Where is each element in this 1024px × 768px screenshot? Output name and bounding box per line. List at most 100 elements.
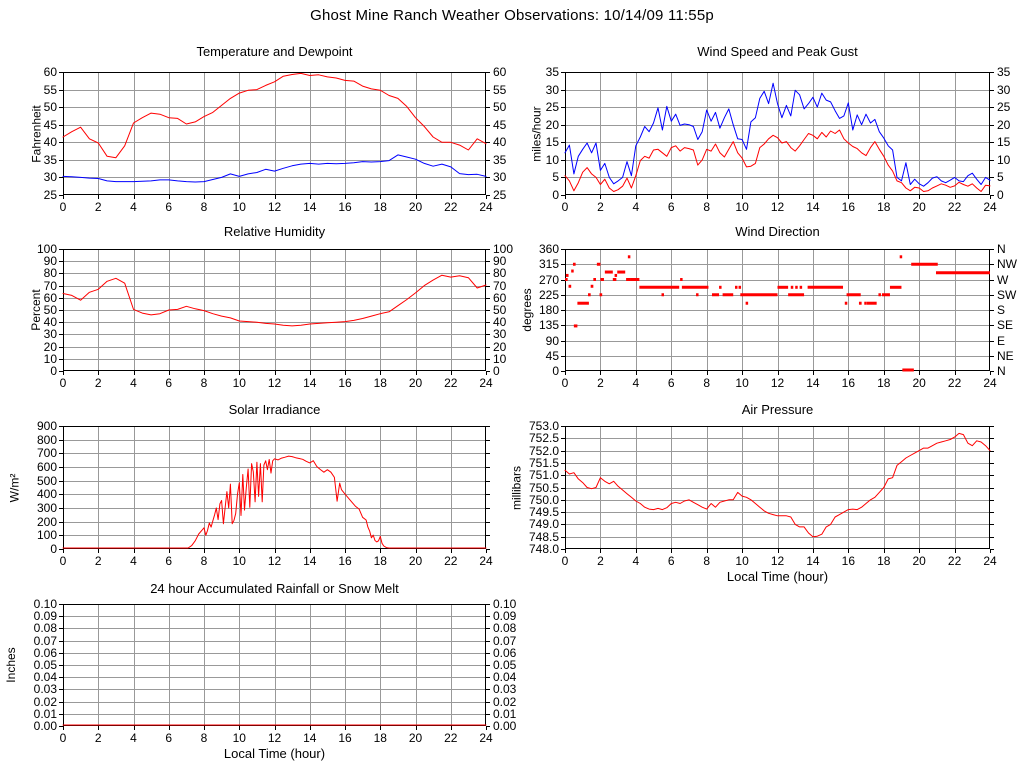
right-tick-label: NW: [997, 257, 1017, 272]
right-tick-label: SE: [997, 318, 1014, 333]
chart-title: Solar Irradiance: [228, 402, 321, 417]
y-tick-label: 0.08: [33, 621, 57, 636]
y-tick-label: 0.10: [33, 597, 57, 611]
y-tick-label: 225: [538, 287, 559, 302]
y-tick-label: 45: [545, 348, 559, 363]
x-tick-label: 14: [806, 554, 820, 568]
x-tick-label: 16: [338, 554, 352, 568]
right-tick-label: 0.09: [493, 609, 517, 624]
right-tick-label: 50: [493, 100, 507, 115]
x-tick-label: 18: [877, 200, 891, 214]
wind-direction-plot: [561, 249, 994, 375]
x-tick-label: 14: [303, 554, 317, 568]
right-tick-label: SW: [997, 287, 1017, 302]
y-tick-label: 50: [43, 100, 57, 115]
y-tick-label: 70: [43, 278, 57, 293]
x-tick-label: 0: [59, 376, 67, 390]
chart-title: Temperature and Dewpoint: [196, 44, 353, 59]
chart-title: Wind Direction: [735, 224, 820, 239]
x-tick-label: 22: [444, 554, 458, 568]
y-tick-label: 30: [43, 327, 57, 342]
y-tick-label: 0: [552, 364, 559, 378]
x-tick-label: 6: [165, 554, 173, 568]
x-tick-label: 20: [408, 200, 423, 214]
x-tick-label: 10: [735, 376, 749, 390]
x-tick-label: 20: [408, 376, 423, 390]
x-tick-label: 22: [444, 731, 458, 745]
x-tick-label: 22: [947, 376, 962, 390]
chart-title: 24 hour Accumulated Rainfall or Snow Mel…: [150, 581, 399, 596]
right-tick-label: 0.00: [493, 719, 517, 733]
y-tick-label: 10: [545, 152, 559, 167]
y-tick-label: 20: [43, 339, 57, 354]
x-tick-label: 16: [841, 200, 855, 214]
x-tick-label: 14: [806, 376, 820, 390]
y-tick-label: 100: [36, 528, 57, 543]
x-tick-label: 2: [597, 376, 604, 390]
x-tick-label: 18: [373, 200, 387, 214]
y-tick-label: 751.5: [528, 455, 559, 470]
right-tick-label: 25: [493, 188, 507, 202]
x-axis-label: Local Time (hour): [726, 569, 829, 584]
wind-speed-gust-plot: [561, 72, 994, 199]
chart-title: Air Pressure: [741, 402, 814, 417]
y-tick-label: 749.5: [528, 505, 559, 520]
right-tick-label: 0.10: [493, 597, 517, 611]
right-tick-label: 0.01: [493, 706, 517, 721]
y-tick-label: 0.07: [33, 633, 57, 648]
x-tick-label: 0: [59, 554, 67, 568]
chart-title: Wind Speed and Peak Gust: [697, 44, 858, 59]
y-tick-label: 0.02: [33, 694, 57, 709]
x-tick-label: 24: [983, 554, 997, 568]
x-tick-label: 12: [770, 376, 785, 390]
right-tick-label: 55: [493, 82, 507, 97]
y-tick-label: 0.03: [33, 682, 57, 697]
right-tick-label: 10: [997, 152, 1011, 167]
right-tick-label: 25: [997, 100, 1011, 115]
y-tick-label: 270: [538, 272, 559, 287]
x-tick-label: 10: [232, 731, 246, 745]
series-relative-humidity: [62, 274, 487, 327]
y-tick-label: 200: [36, 514, 57, 529]
x-tick-label: 6: [667, 200, 675, 214]
plot-frame: [59, 249, 490, 375]
x-tick-label: 6: [165, 731, 173, 745]
x-tick-label: 10: [232, 554, 246, 568]
x-tick-label: 18: [877, 376, 891, 390]
relative-humidity-plot: [59, 249, 490, 375]
y-tick-label: 400: [36, 487, 57, 502]
y-tick-label: 45: [43, 117, 57, 132]
gridlines: [566, 73, 989, 194]
y-tick-label: 751.0: [528, 468, 559, 483]
right-tick-label: 30: [997, 82, 1011, 97]
x-tick-label: 20: [408, 554, 423, 568]
x-tick-label: 18: [373, 554, 387, 568]
x-tick-label: 14: [303, 731, 317, 745]
y-tick-label: 90: [43, 254, 57, 269]
y-tick-label: 748.5: [528, 529, 559, 544]
series-solar-irradiance: [62, 455, 487, 549]
right-tick-label: 20: [997, 117, 1011, 132]
y-tick-label: 300: [36, 501, 57, 515]
x-tick-label: 24: [479, 731, 493, 745]
right-tick-label: 30: [493, 327, 507, 342]
right-tick-label: 40: [493, 135, 507, 150]
right-tick-label: 35: [997, 65, 1011, 79]
x-tick-label: 20: [408, 731, 423, 745]
right-tick-label: 0.08: [493, 621, 517, 636]
y-tick-label: 600: [36, 460, 57, 474]
y-tick-label: 750.5: [528, 480, 559, 495]
x-tick-label: 16: [338, 731, 352, 745]
right-tick-label: 0.03: [493, 682, 517, 697]
y-tick-label: 90: [545, 333, 559, 348]
x-tick-label: 12: [267, 731, 282, 745]
x-tick-label: 2: [94, 200, 102, 214]
x-tick-label: 8: [703, 376, 710, 390]
right-tick-label: 60: [493, 290, 507, 305]
y-tick-label: 0.05: [33, 658, 57, 672]
x-tick-label: 14: [303, 200, 317, 214]
right-tick-label: 50: [493, 303, 507, 317]
x-tick-label: 24: [479, 376, 493, 390]
right-tick-label: S: [997, 303, 1006, 317]
